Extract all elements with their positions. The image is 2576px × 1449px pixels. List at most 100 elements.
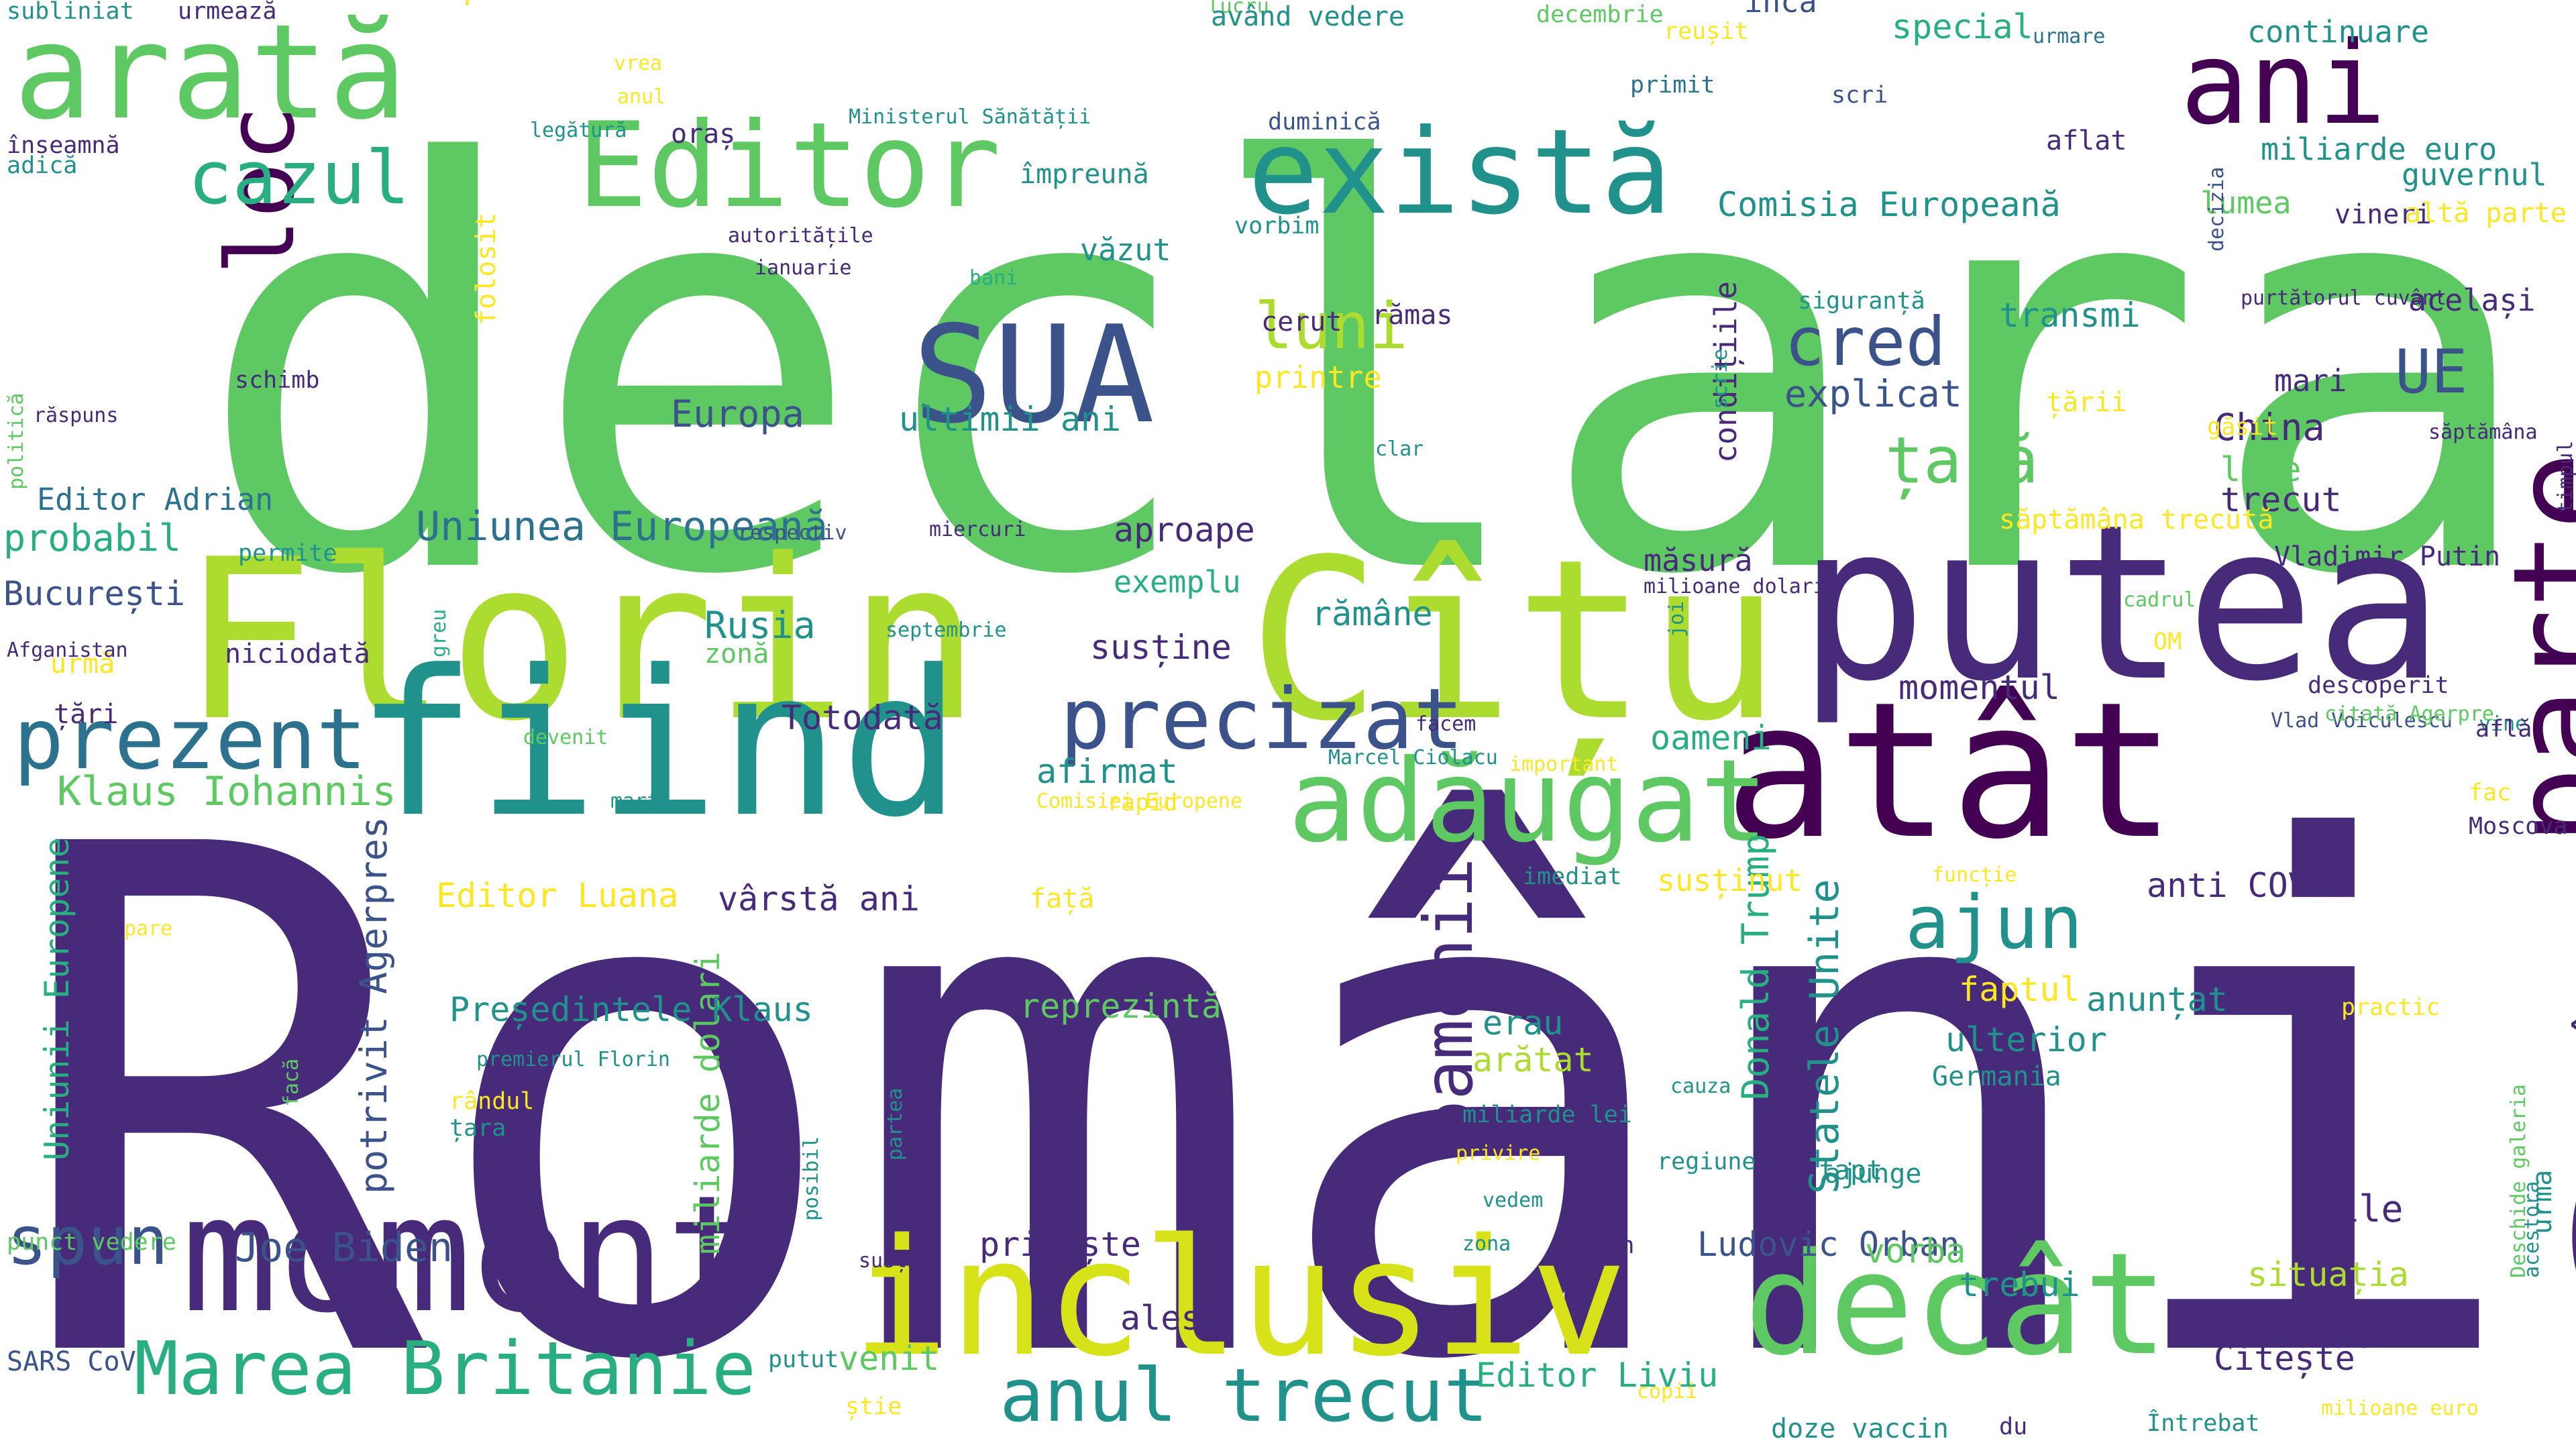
cloud-word: arătat [1472,1040,1594,1079]
cloud-word: continuare [2247,14,2429,50]
cloud-word: oameni [1650,718,1772,757]
cloud-word: început [2565,827,2576,1040]
cloud-word: ani [2180,17,2387,150]
cloud-word: Afganistan [7,639,128,662]
cloud-word: Președintele Klaus [449,990,813,1029]
cloud-word: Marea Britanie [134,1326,757,1411]
cloud-word: țara [449,1115,506,1142]
cloud-word: află [2475,716,2532,743]
cloud-word: privește [979,1225,1141,1264]
cloud-word: declarat [195,48,2576,696]
cloud-word: Editor [577,98,1002,234]
cloud-word: guvern [1550,1232,1635,1259]
cloud-word: lume [2220,450,2302,489]
cloud-word: niciodată [225,639,370,669]
cloud-word: premierul Florin [476,1048,670,1071]
cloud-word: aproape [1114,511,1255,549]
cloud-word: potrivit Agerpres [352,816,395,1194]
cloud-word: Joe Biden [235,1224,453,1271]
cloud-word: schimb [235,367,320,394]
cloud-word: regiune [1657,1148,1756,1175]
cloud-word: anul trecut [1000,1352,1489,1438]
cloud-word: lucru [1208,0,1269,18]
cloud-word: China [2214,406,2325,449]
cloud-word: săptămâna [2428,421,2538,444]
cloud-word: vorbim [1234,213,1320,239]
cloud-word: cazul [188,135,411,221]
cloud-word: situația [2247,1255,2409,1294]
cloud-word: există [1248,105,1672,241]
cloud-word: adăugat [1288,735,1769,868]
cloud-word: cadrul [2123,588,2196,612]
cloud-word: explicat [1784,372,1962,415]
cloud-word: zonă [704,639,769,669]
cloud-word: vedem [1483,1189,1544,1212]
cloud-word: permite [238,540,337,567]
cloud-word: București [3,574,185,613]
cloud-word: special [1892,7,2033,46]
cloud-word: trecut [2220,480,2342,519]
cloud-word: printre [1254,360,1382,395]
cloud-word: punct vedere [7,1229,176,1256]
cloud-word: exemplu [1114,564,1241,600]
cloud-word: Uniunii Europene [38,837,76,1161]
cloud-word: Editor Adrian [37,482,274,517]
cloud-word: oraș [671,119,736,150]
cloud-word: scrie [1709,348,1732,409]
cloud-word: Vlad Voiculescu [2271,709,2453,733]
cloud-word: Vladimir Putin [2274,541,2501,572]
cloud-word: altă parte [2405,198,2567,229]
cloud-word: Cîțu [1248,512,1781,769]
cloud-word: înseamnă [7,132,120,159]
cloud-word: având vedere [1211,1,1405,32]
cloud-word: oamenii [1409,857,1488,1140]
cloud-word: afirmat [1036,752,1178,791]
cloud-word: rămâne [1311,594,1433,633]
cloud-word: doze vaccin [1771,1413,1949,1444]
cloud-word: văzut [1080,232,1171,268]
cloud-word: vrea [614,52,663,75]
cloud-word: cred [1784,303,1946,381]
cloud-word: moment [181,1161,763,1348]
cloud-word: Klaus Iohannis [57,768,396,815]
cloud-word: știe [845,1393,902,1420]
cloud-word: venit [839,1339,940,1378]
cloud-word: ajun [1905,879,2083,965]
cloud-word: cauza [1670,1075,1731,1098]
cloud-word: milioane euro [2321,1397,2479,1420]
cloud-word: vine [2479,712,2528,736]
cloud-word: măsură [1644,543,1753,578]
cloud-word: prezent [13,691,367,788]
cloud-word: decizia [2205,166,2229,252]
cloud-word: marți [610,790,672,813]
cloud-word: cerut [1261,307,1342,337]
cloud-word: OM [2153,629,2182,655]
cloud-word: spun [7,1201,168,1280]
cloud-word: decât [1744,1222,2169,1387]
cloud-word: fac [2469,780,2512,806]
cloud-word: decembrie [1536,1,1664,28]
cloud-word: SARS CoV [7,1346,136,1377]
cloud-word: ulterior [1945,1020,2107,1059]
cloud-word: momentul [1898,668,2060,707]
cloud-word: arată [13,0,407,148]
cloud-word: putea [1798,479,2445,729]
cloud-word: miercuri [929,518,1026,541]
cloud-word: vârstă ani [718,879,920,918]
cloud-word: duminică [1268,109,1381,136]
cloud-word: zile [2314,1187,2404,1230]
cloud-word: lumea [2200,185,2292,221]
cloud-word: Editor Liviu [1476,1356,1719,1395]
cloud-word: practic [2341,994,2440,1021]
cloud-word: precum [463,0,576,5]
cloud-word: adică [7,152,78,179]
cloud-word: zona [1462,1232,1511,1256]
cloud-word: mari [2274,363,2347,398]
cloud-word: Rusia [704,604,816,647]
cloud-word: autoritățile [728,224,873,248]
cloud-word: milioane dolari [1644,575,1825,598]
cloud-word: Comisia Europeană [1717,185,2061,224]
cloud-word: devenit [523,726,608,749]
cloud-word: încă [1744,0,1817,19]
